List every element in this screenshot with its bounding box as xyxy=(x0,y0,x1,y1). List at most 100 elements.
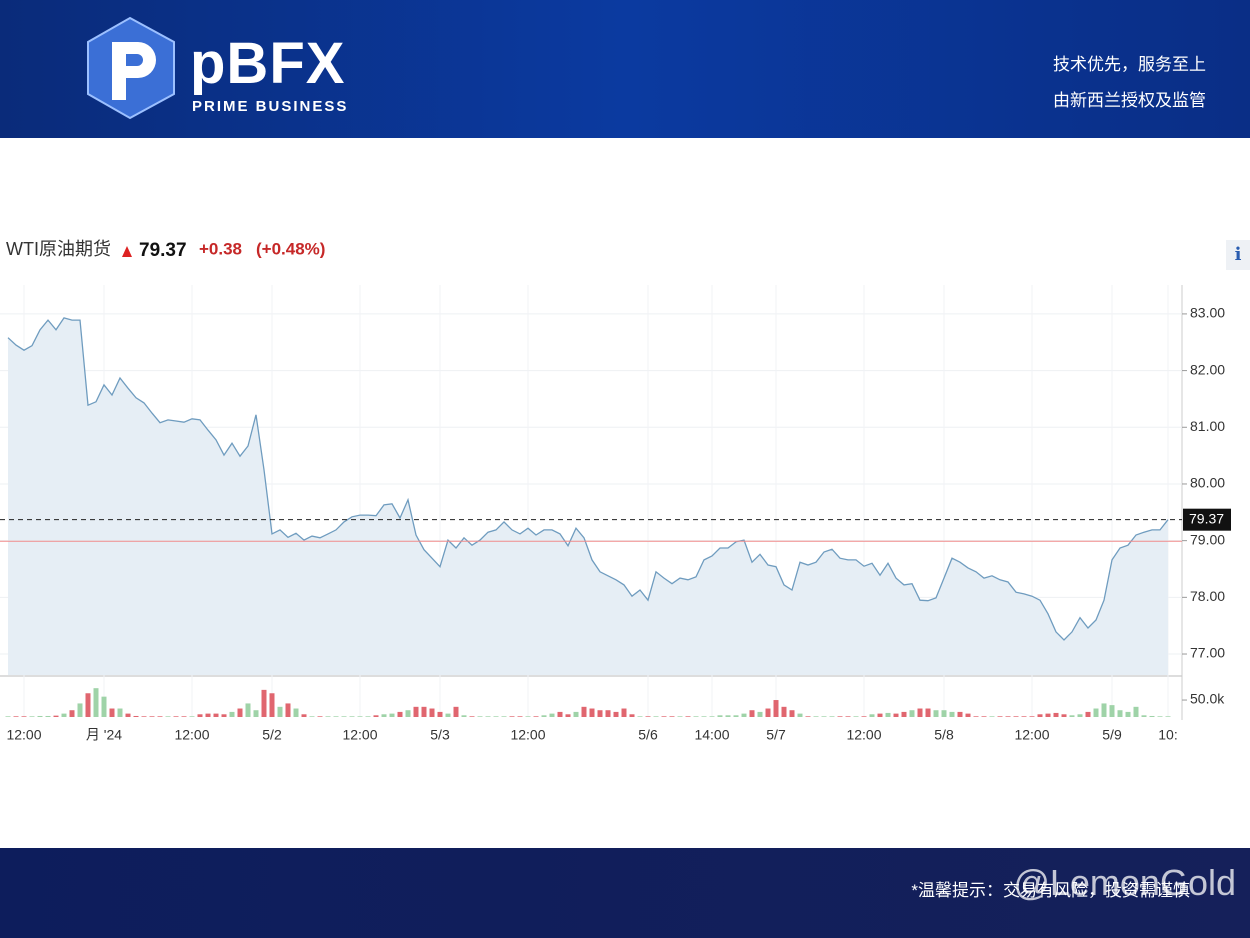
chart: WTI原油期货 79.37 +0.38 (+0.48%) 77.00 78.00 7… xyxy=(0,239,1231,743)
x-tick-label: 5/2 xyxy=(262,727,282,743)
volume-bar xyxy=(733,715,739,717)
tagline: PRIME BUSINESS xyxy=(192,98,349,115)
volume-bar xyxy=(749,710,755,717)
volume-bar xyxy=(1069,715,1075,717)
volume-bar xyxy=(445,713,451,717)
volume-bar xyxy=(653,716,659,717)
y-tick-label: 79.00 xyxy=(1190,531,1225,547)
watermark: @LemonGold xyxy=(1013,862,1236,903)
volume-bar xyxy=(317,716,323,717)
y-tick-label: 50.0k xyxy=(1190,691,1225,707)
volume-bar xyxy=(909,710,915,717)
volume-bar xyxy=(685,716,691,717)
info-button[interactable]: i xyxy=(1226,240,1250,270)
slogan: 技术优先，服务至上 xyxy=(1053,55,1206,74)
volume-bar xyxy=(165,716,171,717)
x-tick-label: 14:00 xyxy=(694,727,729,743)
volume-bar xyxy=(309,716,315,717)
y-tick-label: 83.00 xyxy=(1190,305,1225,321)
volume-bar xyxy=(397,711,403,717)
volume-bar xyxy=(869,714,875,717)
x-tick-label: 5/8 xyxy=(934,727,954,743)
volume-bar xyxy=(13,716,19,717)
volume-bar xyxy=(517,716,523,717)
volume-bar xyxy=(1101,703,1107,717)
volume-bar xyxy=(293,708,299,717)
volume-bar xyxy=(149,716,155,717)
volume-bar xyxy=(845,716,851,717)
volume-bar xyxy=(813,716,819,717)
volume-bar xyxy=(877,713,883,717)
volume-bar xyxy=(109,708,115,717)
volume-bar xyxy=(405,710,411,717)
volume-bar xyxy=(541,715,547,717)
volume-bar xyxy=(629,714,635,717)
volume-bar xyxy=(45,715,51,717)
y-tick-label: 78.00 xyxy=(1190,588,1225,604)
volume-bar xyxy=(613,711,619,717)
y-tick-label: 77.00 xyxy=(1190,645,1225,661)
x-tick-label: 5/3 xyxy=(430,727,450,743)
volume-bar xyxy=(485,716,491,717)
volume-bar xyxy=(789,710,795,717)
header: pBFX PRIME BUSINESS 技术优先，服务至上 由新西兰授权及监管 xyxy=(0,0,1250,138)
footer: *温馨提示：交易有风险，投资需谨慎 @LemonGold xyxy=(0,848,1250,938)
volume-bar xyxy=(661,716,667,717)
volume-bar xyxy=(621,708,627,717)
volume-bar xyxy=(429,708,435,717)
volume-bar xyxy=(221,714,227,717)
volume-bar xyxy=(437,711,443,717)
volume-bar xyxy=(637,716,643,717)
volume-bar xyxy=(421,706,427,717)
volume-bar xyxy=(837,716,843,717)
volume-bar xyxy=(493,716,499,717)
volume-bar xyxy=(1157,716,1163,717)
volume-bar xyxy=(549,713,555,717)
last-price-label: 79.37 xyxy=(1189,510,1224,526)
volume-bar xyxy=(37,715,43,717)
x-tick-label: 12:00 xyxy=(846,727,881,743)
volume-bar xyxy=(565,714,571,717)
volume-bar xyxy=(21,716,27,717)
y-tick-label: 81.00 xyxy=(1190,418,1225,434)
volume-bar xyxy=(453,706,459,717)
volume-bar xyxy=(589,708,595,717)
volume-bar xyxy=(1133,706,1139,717)
volume-bar xyxy=(757,711,763,717)
volume-bar xyxy=(1165,716,1171,717)
volume-bar xyxy=(253,710,259,717)
volume-bar xyxy=(29,716,35,717)
volume-bar xyxy=(709,716,715,717)
volume-bar xyxy=(533,716,539,717)
volume-bar xyxy=(229,711,235,717)
volume-bar xyxy=(1005,716,1011,717)
volume-bar xyxy=(821,716,827,717)
volume-bar xyxy=(917,708,923,717)
volume-bar xyxy=(901,711,907,717)
volume-bar xyxy=(1109,705,1115,717)
volume-bar xyxy=(997,716,1003,717)
y-tick-label: 80.00 xyxy=(1190,475,1225,491)
area xyxy=(8,317,1168,675)
x-tick-label: 5/9 xyxy=(1102,727,1122,743)
volume-bar xyxy=(197,714,203,717)
volume-bar xyxy=(1021,716,1027,717)
volume-bar xyxy=(365,716,371,717)
volume-bar xyxy=(181,716,187,717)
change: +0.38 xyxy=(199,239,242,258)
volume-bar xyxy=(949,711,955,717)
volume-bar xyxy=(469,716,475,717)
volume-bar xyxy=(773,700,779,717)
volume-bar xyxy=(509,716,515,717)
volume-bar xyxy=(989,716,995,717)
volume-bar xyxy=(373,715,379,717)
volume-bar xyxy=(413,706,419,717)
volume-bar xyxy=(781,706,787,717)
volume-bar xyxy=(973,716,979,717)
volume-bar xyxy=(301,714,307,717)
volume-bar xyxy=(461,715,467,717)
slogan: 由新西兰授权及监管 xyxy=(1053,91,1206,110)
volume-bar xyxy=(61,713,67,717)
volume-bar xyxy=(573,711,579,717)
volume-bar xyxy=(741,713,747,717)
